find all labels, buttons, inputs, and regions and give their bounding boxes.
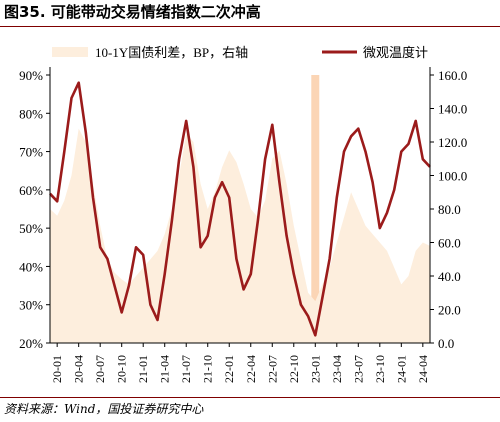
- chart: 20% 30% 40% 50% 60% 70% 80% 90% 0.0 20.0 40.0 60.0 8…: [19, 45, 467, 383]
- y-right-tick-label: 140.0: [438, 102, 467, 117]
- y-left-tick-label: 90%: [19, 68, 43, 83]
- x-tick-label: 22-07: [265, 355, 279, 383]
- x-tick-label: 22-04: [244, 355, 258, 383]
- y-right-tick-label: 40.0: [438, 269, 461, 284]
- source-note: 资料来源：Wind，国投证券研究中心: [4, 402, 204, 416]
- legend-label-spread: 10-1Y国债利差，BP，右轴: [95, 45, 248, 60]
- x-tick-label: 23-07: [351, 355, 365, 383]
- chart-title: 图35. 可能带动交易情绪指数二次冲高: [4, 3, 261, 21]
- y-right-tick-label: 160.0: [438, 68, 467, 83]
- y-right-tick-label: 0.0: [438, 336, 454, 351]
- x-tick-label: 20-10: [115, 355, 129, 383]
- source-rule: [0, 397, 500, 398]
- x-tick-label: 22-10: [287, 355, 301, 383]
- x-tick-label: 23-04: [330, 355, 344, 383]
- y-left-tick-label: 50%: [19, 221, 43, 236]
- x-tick-label: 21-07: [179, 355, 193, 383]
- x-tick-label: 21-10: [201, 355, 215, 383]
- title-rule: [0, 26, 500, 27]
- x-tick-label: 20-01: [50, 355, 64, 383]
- y-right-tick-label: 100.0: [438, 169, 467, 184]
- sentiment-line: [49, 81, 431, 337]
- x-tick-label: 22-01: [222, 355, 236, 383]
- y-left-tick-label: 20%: [19, 336, 43, 351]
- highlight-band: [311, 75, 320, 343]
- x-tick-label: 20-07: [93, 355, 107, 383]
- legend-label-sentiment: 微观温度计: [363, 45, 428, 60]
- y-left-tick-label: 70%: [19, 145, 43, 160]
- x-tick-label: 20-04: [72, 355, 86, 383]
- y-left-tick-label: 80%: [19, 106, 43, 121]
- axes: 20% 30% 40% 50% 60% 70% 80% 90% 0.0 20.0 40.0 60.0 8…: [19, 67, 467, 383]
- x-tick-label: 21-01: [136, 355, 150, 383]
- legend-swatch-spread: [52, 47, 88, 57]
- x-tick-label: 23-10: [373, 355, 387, 383]
- y-right-tick-label: 20.0: [438, 303, 461, 318]
- x-tick-label: 21-04: [158, 355, 172, 383]
- y-left-tick-label: 60%: [19, 183, 43, 198]
- x-tick-label: 24-01: [394, 355, 408, 383]
- x-tick-label: 23-01: [308, 355, 322, 383]
- y-left-tick-label: 40%: [19, 259, 43, 274]
- highlight-bands: [311, 75, 320, 343]
- y-right-tick-label: 120.0: [438, 135, 467, 150]
- y-left-tick-label: 30%: [19, 298, 43, 313]
- spread-area: [50, 128, 430, 343]
- x-tick-label: 24-04: [416, 355, 430, 383]
- y-right-tick-label: 80.0: [438, 202, 461, 217]
- y-right-tick-label: 60.0: [438, 236, 461, 251]
